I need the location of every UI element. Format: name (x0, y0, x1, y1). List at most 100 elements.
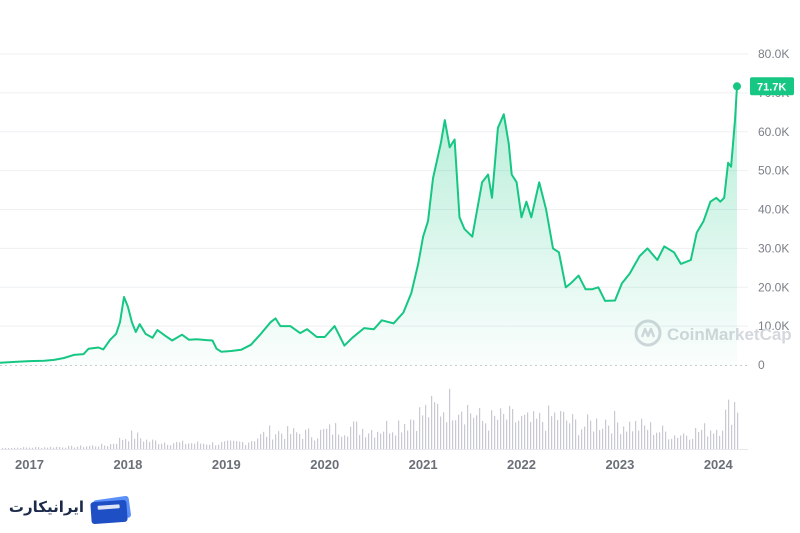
volume-bar (233, 440, 235, 449)
volume-bar (686, 435, 688, 449)
volume-bar (215, 445, 217, 449)
volume-bar (152, 439, 154, 449)
volume-bar (713, 433, 715, 449)
volume-bar (125, 439, 127, 449)
volume-bar (284, 438, 286, 449)
volume-bar (86, 446, 88, 449)
volume-bar (263, 431, 265, 449)
volume-bar (200, 443, 202, 449)
price-area-fill (0, 86, 737, 366)
volume-bar (92, 445, 94, 449)
volume-bar (140, 438, 142, 449)
volume-bar (377, 431, 379, 449)
x-tick-label: 2018 (113, 457, 142, 472)
volume-bar (260, 433, 262, 449)
volume-bar (101, 443, 103, 449)
current-price-dot[interactable] (733, 82, 741, 91)
volume-bar (578, 435, 580, 449)
price-line-series (0, 86, 738, 364)
volume-bar (722, 430, 724, 449)
volume-bar (329, 424, 331, 449)
volume-bar (209, 444, 211, 449)
volume-bar (467, 404, 469, 449)
volume-bar (401, 432, 403, 449)
volume-bar (71, 445, 73, 449)
volume-bar (599, 430, 601, 449)
volume-bar (590, 420, 592, 449)
volume-bar (431, 395, 433, 449)
volume-bar (605, 419, 607, 449)
volume-bar (557, 419, 559, 449)
volume-bar (227, 440, 229, 449)
volume-bar (170, 445, 172, 449)
volume-bar (650, 422, 652, 449)
volume-bar (281, 433, 283, 449)
volume-bar (176, 441, 178, 449)
volume-bar (134, 438, 136, 449)
volume-bar (206, 444, 208, 449)
volume-bar (158, 444, 160, 449)
volume-bar (581, 429, 583, 449)
volume-bar (647, 429, 649, 449)
volume-bar (380, 433, 382, 449)
volume-bar (119, 437, 121, 449)
volume-bar (182, 440, 184, 449)
volume-bar (602, 428, 604, 449)
volume-bar (164, 442, 166, 449)
volume-bar (50, 446, 52, 449)
volume-bar (83, 447, 85, 449)
volume-bar (569, 423, 571, 449)
volume-bar (641, 418, 643, 449)
volume-bar (632, 431, 634, 449)
volume-bar (278, 431, 280, 449)
volume-bars (2, 388, 739, 449)
volume-bar (683, 433, 685, 449)
volume-bar (323, 429, 325, 449)
current-price-label: 71.7K (757, 81, 786, 93)
grid-lines (0, 53, 748, 327)
volume-bar (479, 407, 481, 449)
volume-bar (344, 435, 346, 449)
volume-bar (65, 447, 67, 449)
volume-bar (614, 410, 616, 449)
volume-bar (371, 430, 373, 449)
volume-bar (338, 434, 340, 449)
volume-bar (239, 441, 241, 449)
volume-bar (23, 447, 25, 449)
volume-bar (413, 420, 415, 449)
volume-bar (221, 441, 223, 449)
volume-bar (32, 447, 34, 449)
volume-bar (404, 423, 406, 449)
volume-bar (179, 442, 181, 449)
volume-bar (509, 405, 511, 449)
volume-bar (320, 429, 322, 449)
volume-bar (395, 435, 397, 449)
y-tick-label: 40.0K (758, 203, 789, 217)
volume-bar (350, 426, 352, 449)
volume-bar (671, 438, 673, 449)
volume-bar (503, 413, 505, 449)
volume-bar (365, 437, 367, 449)
y-tick-label: 0 (758, 358, 765, 372)
volume-bar (701, 429, 703, 449)
iranicard-logo[interactable]: ایرانیکارت (8, 488, 134, 528)
volume-bar (527, 412, 529, 449)
volume-bar (398, 420, 400, 449)
volume-bar (11, 448, 13, 449)
volume-bar (95, 446, 97, 449)
y-tick-label: 60.0K (758, 125, 789, 139)
volume-bar (89, 445, 91, 449)
volume-bar (449, 388, 451, 449)
volume-bar (608, 425, 610, 449)
volume-bar (20, 448, 22, 449)
volume-bar (692, 438, 694, 449)
volume-bar (188, 443, 190, 449)
volume-bar (8, 448, 10, 449)
volume-bar (674, 435, 676, 449)
volume-bar (173, 443, 175, 449)
volume-bar (80, 445, 82, 449)
y-tick-label: 80.0K (758, 47, 789, 61)
x-tick-label: 2020 (310, 457, 339, 472)
volume-bar (542, 421, 544, 449)
logo-text: ایرانیکارت (8, 498, 84, 516)
